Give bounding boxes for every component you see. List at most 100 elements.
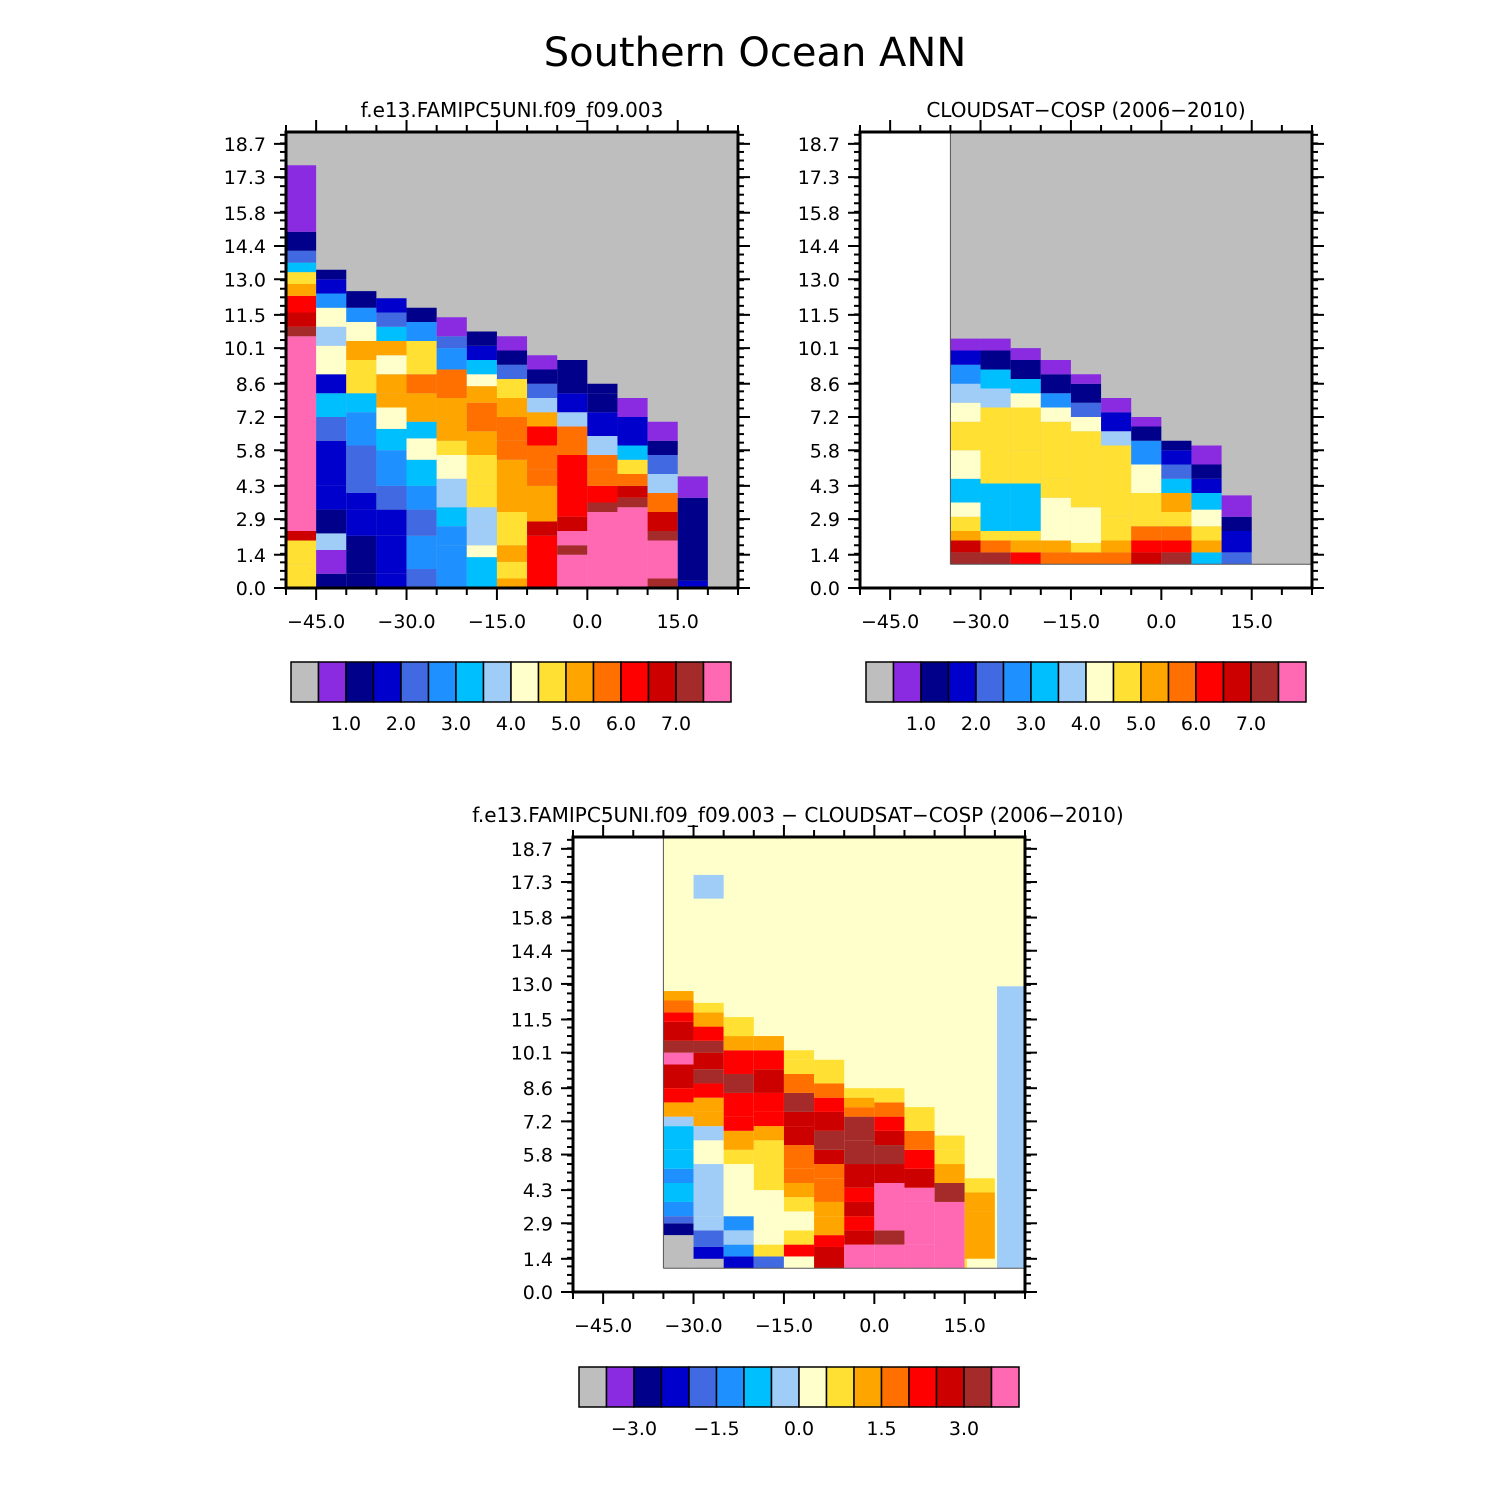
heatmap-cell <box>286 165 317 232</box>
heatmap-cell <box>527 485 558 503</box>
heatmap-cell <box>527 521 558 536</box>
heatmap-cell <box>753 1036 784 1051</box>
heatmap-cell <box>316 573 347 588</box>
heatmap-cell <box>1161 552 1192 565</box>
heatmap-cell <box>286 295 317 313</box>
heatmap-cell <box>753 1111 784 1127</box>
heatmap-cell <box>346 291 377 308</box>
heatmap-cell <box>950 450 981 479</box>
y-tick-label: 13.0 <box>798 269 840 291</box>
heatmap-cell <box>1191 526 1222 541</box>
heatmap-cell <box>964 1192 995 1212</box>
heatmap-cell <box>783 1092 815 1112</box>
heatmap-cell <box>587 531 618 588</box>
heatmap-cell <box>663 1223 694 1236</box>
heatmap-cell <box>693 1097 724 1112</box>
heatmap-cell <box>950 478 981 503</box>
heatmap-cell <box>286 540 317 565</box>
heatmap-cell <box>286 326 317 337</box>
heatmap-cell <box>346 573 377 588</box>
heatmap-cell <box>693 1164 724 1183</box>
colorbar-box <box>975 661 1005 703</box>
heatmap-cell <box>980 552 1011 565</box>
heatmap-cell <box>950 350 981 365</box>
colorbar-label: −1.5 <box>693 1418 739 1440</box>
heatmap-cell <box>783 1244 815 1257</box>
heatmap-cell <box>1131 464 1162 493</box>
heatmap-cell <box>466 374 497 387</box>
heatmap-cell <box>286 531 317 541</box>
heatmap-cell <box>436 348 467 370</box>
heatmap-cell <box>844 1140 875 1165</box>
heatmap-cell <box>904 1107 935 1131</box>
y-tick-label: 14.4 <box>224 236 266 258</box>
heatmap-cell <box>783 1211 815 1231</box>
x-tick-label: −15.0 <box>755 1315 813 1337</box>
heatmap-cell <box>527 469 558 486</box>
heatmap-cell <box>617 507 648 588</box>
heatmap-cell <box>376 573 407 588</box>
heatmap-cell <box>814 1097 845 1112</box>
heatmap-cell <box>436 569 467 588</box>
colorbar-box <box>675 661 705 703</box>
colorbar-box <box>660 1366 690 1408</box>
y-tick-label: 1.4 <box>236 545 266 567</box>
heatmap-cell <box>1161 512 1192 527</box>
heatmap-cell <box>286 312 317 327</box>
heatmap-cell <box>1221 516 1252 531</box>
heatmap-cell <box>376 312 407 327</box>
heatmap-cell <box>1161 540 1192 553</box>
x-tick-label: 0.0 <box>859 1315 889 1337</box>
x-tick-label: −45.0 <box>861 611 919 633</box>
colorbar-box <box>537 661 567 703</box>
heatmap-cell <box>950 531 981 541</box>
colorbar-box <box>880 1366 910 1408</box>
y-tick-label: 15.8 <box>511 908 553 930</box>
heatmap-cell <box>376 355 407 375</box>
colorbar-box <box>1002 661 1032 703</box>
heatmap-cell <box>677 580 708 588</box>
heatmap-cell <box>1191 445 1222 465</box>
heatmap-cell <box>466 331 497 346</box>
heatmap-cell <box>950 502 981 517</box>
y-tick-label: 5.8 <box>810 440 840 462</box>
colorbar-box <box>865 661 895 703</box>
colorbar-label: 0.0 <box>784 1418 814 1440</box>
heatmap-cell <box>436 336 467 349</box>
heatmap-cell <box>286 272 317 284</box>
heatmap-cell <box>844 1164 875 1188</box>
heatmap-cell <box>496 440 528 460</box>
heatmap-cell <box>346 493 377 510</box>
x-tick-label: −15.0 <box>1042 611 1100 633</box>
colorbar-box <box>743 1366 773 1408</box>
heatmap-cell <box>466 455 497 486</box>
heatmap-cell <box>677 476 708 498</box>
colorbar-box <box>345 661 375 703</box>
colorbar-box <box>935 1366 965 1408</box>
heatmap-cell <box>904 1244 935 1269</box>
y-tick-label: 11.5 <box>798 305 840 327</box>
heatmap-cell <box>466 345 497 360</box>
heatmap-cell <box>1070 417 1102 432</box>
heatmap-cell <box>316 417 347 441</box>
heatmap-cell <box>376 298 407 313</box>
heatmap-cell <box>496 512 528 546</box>
heatmap-cell <box>874 1088 905 1103</box>
heatmap-cell <box>527 369 558 384</box>
heatmap-cell <box>587 383 618 394</box>
y-tick-label: 13.0 <box>224 269 266 291</box>
heatmap-cell <box>693 1052 724 1070</box>
heatmap-cell <box>346 393 377 413</box>
heatmap-cell <box>753 1256 784 1269</box>
colorbar-box <box>963 1366 993 1408</box>
heatmap-cell <box>1040 407 1071 422</box>
heatmap-cell <box>783 1197 815 1212</box>
heatmap-cell <box>557 531 588 546</box>
panel-2-title: CLOUDSAT−COSP (2006−2010) <box>926 98 1245 122</box>
heatmap-cell <box>316 374 347 394</box>
heatmap-cell <box>466 360 497 375</box>
colorbar-label: 6.0 <box>606 713 636 735</box>
colorbar-box <box>1250 661 1280 703</box>
heatmap-cell <box>904 1130 935 1150</box>
heatmap-cell <box>587 512 618 531</box>
